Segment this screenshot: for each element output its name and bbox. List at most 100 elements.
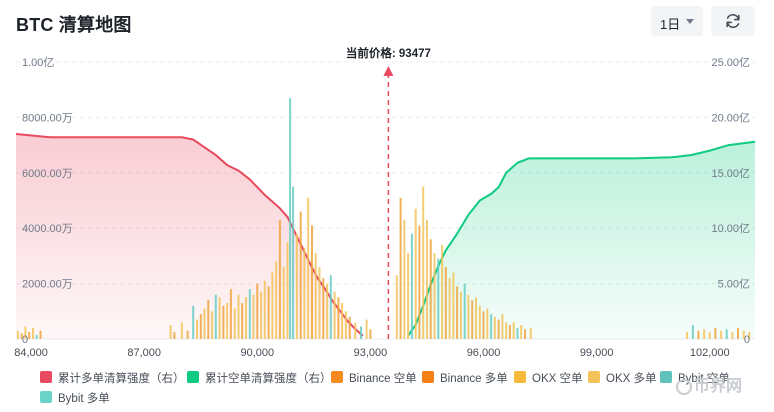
liquidation-bar [478, 305, 481, 339]
liquidation-bar [407, 253, 410, 339]
liquidation-bar [501, 314, 504, 339]
liquidation-bar [252, 294, 255, 339]
liquidation-bar [16, 330, 19, 339]
legend-swatch [40, 371, 52, 383]
liquidation-bar [245, 297, 247, 339]
right-axis-tick-label: 20.00亿 [711, 111, 750, 124]
right-axis-tick-label: 10.00亿 [711, 222, 750, 235]
liquidation-bar [708, 332, 711, 339]
liquidation-bar [395, 275, 398, 339]
left-axis-tick-label: 0 [22, 334, 28, 346]
legend-label: Binance 空单 [349, 373, 417, 385]
page-title: BTC 清算地图 [16, 15, 132, 35]
liquidation-bar [271, 272, 274, 339]
current-price-label: 当前价格: 93477 [346, 46, 431, 60]
liquidation-bar [703, 329, 706, 339]
right-axis-tick-label: 15.00亿 [711, 167, 750, 180]
x-axis-tick-label: 84,000 [14, 347, 48, 359]
liquidation-bar [207, 300, 210, 339]
legend-swatch [422, 371, 434, 383]
long-cumulative-area [16, 134, 363, 339]
liquidation-bar [35, 334, 38, 339]
liquidation-bar [237, 294, 240, 339]
x-axis-tick-label: 102,000 [690, 347, 730, 359]
liquidation-bar [211, 311, 214, 339]
liquidation-bar [422, 186, 425, 339]
liquidation-bar [714, 327, 717, 339]
chevron-down-icon [686, 19, 694, 24]
liquidation-bar [475, 297, 477, 339]
x-axis-tick-label: 93,000 [354, 347, 388, 359]
liquidation-bar [486, 308, 489, 339]
timeframe-select[interactable]: 1日 [651, 6, 703, 36]
liquidation-bar [426, 219, 428, 339]
liquidation-bar [229, 289, 232, 339]
legend-label: 累计多单清算强度（右） [58, 373, 185, 385]
liquidation-bar [337, 297, 340, 339]
liquidation-bar [299, 211, 302, 339]
liquidation-bar [399, 197, 402, 339]
right-axis-tick-label: 5.00亿 [718, 278, 750, 291]
liquidation-bar [731, 332, 734, 339]
liquidation-bar [341, 303, 344, 339]
liquidation-bar [196, 319, 198, 339]
liquidation-bar [429, 239, 432, 339]
liquidation-bar [333, 291, 336, 339]
liquidation-bar [344, 311, 347, 339]
liquidation-bar [180, 322, 183, 339]
liquidation-bar [414, 208, 417, 339]
legend-swatch [514, 371, 526, 383]
liquidation-bar [418, 225, 421, 339]
liquidation-bar [512, 322, 515, 339]
liquidation-bar [326, 283, 329, 339]
liquidation-bar [292, 186, 295, 339]
liquidation-bar [725, 329, 728, 339]
refresh-button[interactable] [711, 6, 755, 36]
liquidation-bar [441, 244, 444, 339]
liquidation-bar [278, 219, 281, 339]
liquidation-bar [448, 278, 451, 339]
liquidation-bar [354, 322, 357, 339]
liquidation-chart: 0 2000.00万 4000.00万 6000.00万 8000.00万 1.00亿 0 5… [14, 46, 756, 359]
liquidation-bar [192, 305, 195, 339]
liquidation-bar [275, 261, 278, 339]
legend-label: OKX 多单 [606, 373, 657, 385]
short-cumulative-line [407, 140, 756, 337]
liquidation-bar [403, 219, 406, 339]
left-axis-tick-label: 6000.00万 [22, 168, 73, 180]
liquidation-bar [737, 327, 739, 339]
liquidation-bar [263, 280, 266, 339]
watermark-text: 币界网 [694, 378, 743, 395]
liquidation-bar [233, 308, 236, 339]
legend-label: Bybit 多单 [58, 393, 110, 405]
liquidation-bar [267, 286, 270, 339]
x-axis-tick-label: 99,000 [580, 347, 614, 359]
liquidation-bar [482, 311, 485, 339]
left-axis-tick-label: 4000.00万 [22, 223, 73, 235]
liquidation-bar [260, 291, 263, 339]
liquidation-bar [369, 329, 372, 339]
right-axis-tick-label: 25.00亿 [711, 56, 750, 69]
x-axis-tick-label: 90,000 [240, 347, 274, 359]
right-axis-tick-label: 0 [744, 334, 750, 346]
liquidation-bar [307, 197, 310, 339]
liquidation-bar [314, 253, 317, 339]
legend-swatch [588, 371, 600, 383]
legend-swatch [187, 371, 199, 383]
liquidation-bar [467, 294, 470, 339]
liquidation-bar [303, 247, 306, 339]
liquidation-bar [742, 330, 745, 339]
liquidation-bar [282, 267, 285, 339]
liquidation-bar [452, 272, 455, 339]
x-axis-tick-label: 96,000 [467, 347, 501, 359]
liquidation-bar [169, 325, 172, 339]
liquidation-bar [444, 267, 447, 339]
liquidation-bar [524, 329, 526, 339]
liquidation-bar [286, 242, 289, 339]
liquidation-bar [433, 253, 436, 339]
left-axis-tick-label: 8000.00万 [22, 112, 73, 124]
x-axis-tick-label: 87,000 [127, 347, 161, 359]
liquidation-bar [437, 258, 440, 339]
liquidation-bar [348, 316, 351, 339]
liquidation-bar [226, 303, 229, 339]
